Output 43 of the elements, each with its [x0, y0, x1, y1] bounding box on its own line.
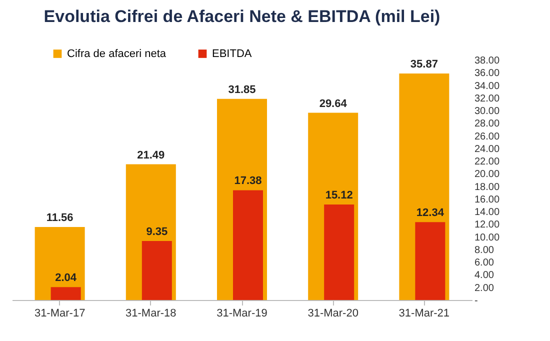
y-tick-label: 16.00 — [474, 194, 500, 206]
y-tick-label: 8.00 — [474, 244, 494, 256]
y-tick-label: 34.00 — [474, 80, 500, 92]
bar — [324, 204, 354, 300]
bar — [50, 287, 81, 300]
y-tick-label: 14.00 — [474, 207, 500, 218]
data-label: 9.35 — [146, 226, 168, 238]
data-label: 15.12 — [325, 190, 353, 202]
x-tick-label: 31-Mar-20 — [308, 308, 358, 320]
y-tick-label: 18.00 — [474, 182, 500, 193]
data-label: 17.38 — [234, 175, 262, 188]
y-tick-label: 22.00 — [474, 156, 500, 168]
y-tick-label: 32.00 — [474, 93, 500, 104]
bar — [142, 240, 172, 300]
data-label: 35.87 — [410, 58, 438, 70]
y-tick-label: 26.00 — [474, 131, 500, 142]
x-tick-label: 31-Mar-19 — [216, 308, 268, 320]
y-tick-label: 36.00 — [474, 68, 500, 80]
data-label: 2.04 — [55, 272, 78, 284]
bar — [415, 222, 446, 300]
y-tick-label: 10.00 — [474, 232, 500, 244]
y-tick-label: 38.00 — [474, 56, 500, 66]
x-tick-label: 31-Mar-17 — [34, 308, 86, 320]
data-label: 12.34 — [416, 207, 445, 220]
data-label: 21.49 — [137, 149, 165, 162]
legend-label: Cifra de afaceri neta — [67, 48, 167, 60]
y-tick-label: - — [474, 296, 478, 306]
y-tick-label: 30.00 — [474, 106, 500, 118]
data-label: 29.64 — [319, 98, 348, 110]
chart-title: Evolutia Cifrei de Afaceri Nete & EBITDA (mil Lei) — [44, 7, 440, 26]
y-tick-label: 12.00 — [474, 220, 500, 231]
legend-label: EBITDA — [212, 48, 252, 60]
y-tick-label: 24.00 — [474, 144, 500, 155]
y-tick-label: 6.00 — [474, 258, 494, 269]
y-tick-label: 20.00 — [474, 169, 500, 180]
bar — [233, 190, 263, 300]
data-label: 11.56 — [46, 212, 74, 224]
y-tick-label: 4.00 — [474, 270, 494, 282]
x-tick-label: 31-Mar-21 — [398, 308, 450, 320]
y-tick-label: 2.00 — [474, 282, 494, 294]
data-label: 31.85 — [228, 84, 256, 96]
x-tick-label: 31-Mar-18 — [126, 308, 176, 320]
y-tick-label: 28.00 — [474, 118, 500, 130]
